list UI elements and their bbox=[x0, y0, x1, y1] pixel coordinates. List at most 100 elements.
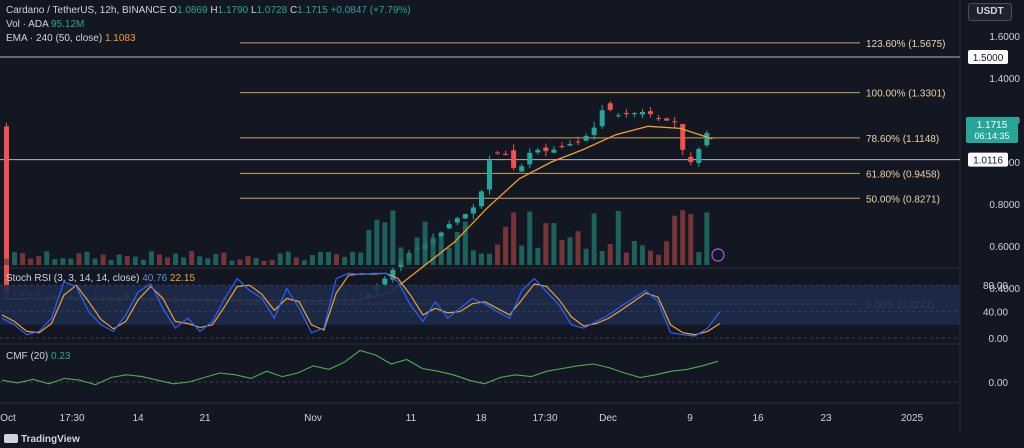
volume-bar bbox=[350, 251, 356, 265]
candle-body bbox=[535, 150, 541, 153]
candle-body bbox=[543, 147, 549, 152]
volume-bar bbox=[84, 251, 90, 265]
volume-bar bbox=[245, 256, 251, 265]
volume-bar bbox=[422, 221, 428, 265]
volume-bar bbox=[527, 211, 533, 265]
horizontal-line-label: 1.0116 bbox=[973, 156, 1003, 167]
fib-level-label: 50.00% (0.8271) bbox=[866, 194, 940, 205]
volume-bar bbox=[156, 254, 162, 265]
close-value: 1.1715 bbox=[297, 5, 328, 16]
x-tick-label: 16 bbox=[752, 413, 764, 424]
candle-body bbox=[559, 146, 565, 148]
volume-bar bbox=[60, 258, 66, 265]
volume-bar bbox=[495, 244, 501, 265]
volume-bar bbox=[68, 258, 74, 265]
volume-bar bbox=[623, 252, 629, 265]
candle-body bbox=[639, 112, 645, 115]
volume-bar bbox=[567, 237, 573, 265]
x-tick-label: 18 bbox=[475, 413, 487, 424]
volume-bar bbox=[221, 252, 227, 265]
candle-body bbox=[487, 160, 492, 190]
symbol-label: Cardano / TetherUS, 12h, BINANCE bbox=[6, 5, 167, 16]
volume-bar bbox=[672, 215, 678, 265]
fib-level-label: 123.60% (1.5675) bbox=[866, 39, 946, 50]
volume-bar bbox=[205, 258, 211, 265]
stoch-title: Stoch RSI (3, 3, 14, 14, close) bbox=[6, 273, 140, 284]
volume-bar bbox=[132, 256, 138, 265]
volume-bar bbox=[44, 251, 50, 265]
candle-body bbox=[390, 269, 396, 280]
volume-bar bbox=[92, 258, 98, 265]
cmf-title: CMF (20) bbox=[6, 351, 49, 362]
candle-body bbox=[551, 149, 557, 153]
volume-bar bbox=[301, 260, 307, 265]
volume-bar bbox=[430, 237, 436, 265]
volume-bar bbox=[12, 252, 18, 265]
price-tick-label: 1.4000 bbox=[989, 74, 1020, 85]
volume-bar bbox=[454, 232, 460, 265]
volume-bar bbox=[36, 256, 42, 265]
candle-body bbox=[607, 103, 613, 110]
stoch-k-value: 40.76 bbox=[142, 273, 168, 284]
currency-selector[interactable]: USDT bbox=[968, 3, 1012, 21]
close-label: C bbox=[289, 5, 298, 16]
candle-body bbox=[567, 143, 573, 146]
fib-level-label: 100.00% (1.3301) bbox=[866, 89, 946, 100]
volume-bar bbox=[704, 212, 710, 265]
lightning-icon bbox=[711, 248, 725, 262]
candle-body bbox=[438, 232, 444, 237]
candle-body bbox=[382, 278, 388, 285]
x-tick-label: Dec bbox=[599, 413, 617, 424]
volume-bar bbox=[438, 236, 444, 265]
volume-bar bbox=[358, 252, 364, 265]
volume-bar bbox=[519, 245, 525, 265]
open-label: O bbox=[169, 5, 178, 16]
volume-bar bbox=[116, 254, 122, 265]
volume-bar bbox=[285, 251, 291, 265]
volume-bar bbox=[559, 239, 565, 265]
ema-header: EMA · 240 (50, close) 1.1083 bbox=[6, 33, 136, 45]
last-price-tag bbox=[966, 116, 1018, 143]
cmf-value: 0.23 bbox=[51, 351, 71, 362]
volume-bar bbox=[639, 245, 645, 265]
volume-bar bbox=[309, 254, 315, 265]
candle-body bbox=[4, 126, 9, 295]
volume-bar bbox=[261, 260, 267, 265]
volume-bar bbox=[140, 259, 146, 265]
candle-body bbox=[648, 111, 653, 115]
ema-label: EMA · 240 (50, close) bbox=[6, 33, 103, 44]
candle-body bbox=[672, 121, 678, 123]
x-tick-label: Nov bbox=[304, 413, 322, 424]
volume-bar bbox=[696, 252, 702, 265]
x-tick-label: 17:30 bbox=[532, 413, 557, 424]
price-tick-label: 0.8000 bbox=[989, 200, 1020, 211]
candle-body bbox=[696, 148, 702, 163]
volume-bar bbox=[342, 256, 348, 265]
cmf-header: CMF (20) 0.23 bbox=[6, 351, 70, 363]
volume-bar bbox=[390, 210, 396, 265]
high-label: H bbox=[210, 5, 218, 16]
stoch-band bbox=[0, 285, 960, 325]
candle-body bbox=[470, 207, 476, 214]
low-label: L bbox=[251, 5, 257, 16]
volume-bar bbox=[406, 254, 412, 265]
cmf-line bbox=[1, 349, 719, 386]
volume-bar bbox=[535, 247, 541, 265]
x-tick-label: 23 bbox=[820, 413, 832, 424]
volume-bar bbox=[414, 237, 420, 265]
candle-body bbox=[680, 123, 686, 150]
stoch-d-value: 22.15 bbox=[170, 273, 196, 284]
volume-bar bbox=[607, 244, 613, 265]
volume-bar bbox=[197, 256, 203, 265]
candle-body bbox=[446, 224, 452, 229]
horizontal-line-tag bbox=[968, 50, 1008, 64]
volume-bar bbox=[615, 211, 621, 265]
volume-bar bbox=[631, 241, 637, 265]
horizontal-line-label: 1.5000 bbox=[973, 53, 1004, 64]
volume-bar bbox=[551, 223, 557, 265]
volume-bar bbox=[680, 210, 686, 265]
stoch-k-line bbox=[1, 272, 721, 337]
candle-body bbox=[631, 113, 637, 115]
x-tick-label: 14 bbox=[132, 413, 144, 424]
